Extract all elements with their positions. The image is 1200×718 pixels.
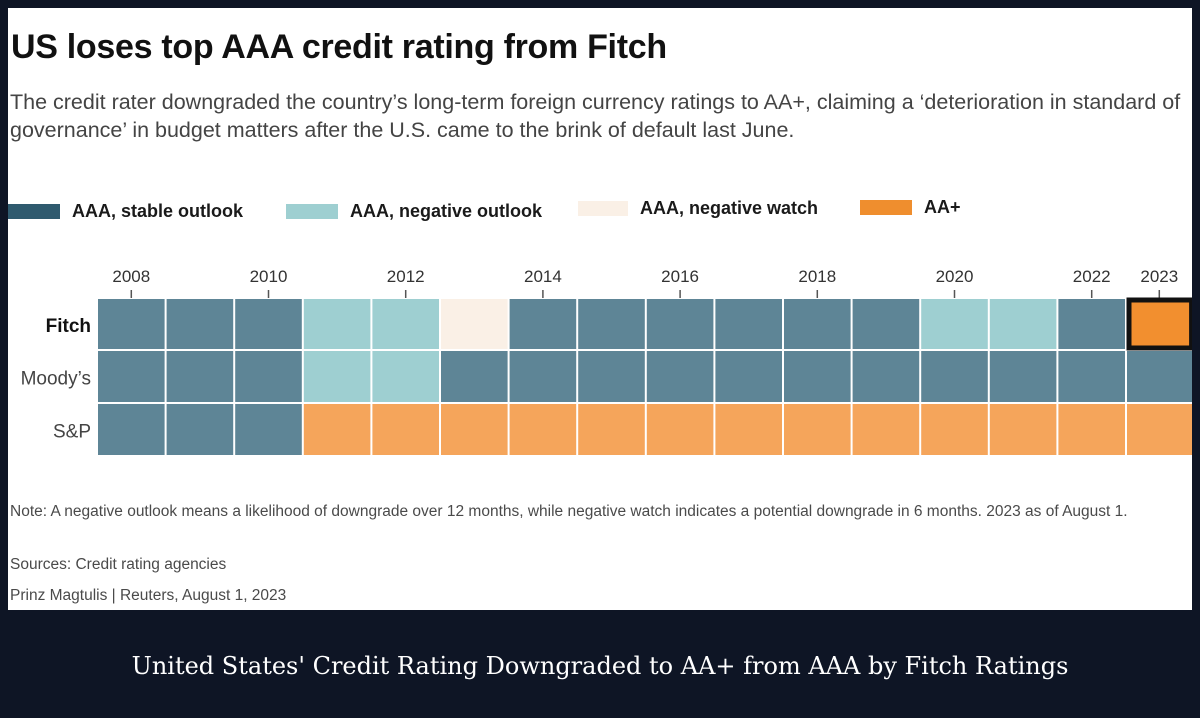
legend-swatch-negative-watch [578,201,628,216]
cell-fitch-6 [509,299,577,349]
cell-sp-14 [1058,404,1125,455]
x-tick-label-2022: 2022 [1073,267,1111,286]
cell-fitch-14 [1058,299,1125,349]
x-tick-label-2014: 2014 [524,267,562,286]
x-tick-label-2023: 2023 [1140,267,1178,286]
cell-fitch-3 [303,299,371,349]
cell-moodys-4 [372,351,439,402]
chart-card: US loses top AAA credit rating from Fitc… [8,8,1192,610]
cell-moodys-13 [989,351,1057,402]
legend-item-negative-outlook: AAA, negative outlook [286,201,542,222]
x-tick-label-2020: 2020 [936,267,974,286]
x-tick-label-2012: 2012 [387,267,425,286]
legend-item-stable: AAA, stable outlook [8,201,243,222]
cell-sp-11 [852,404,920,455]
cell-fitch-15 [1127,299,1192,349]
chart-credit: Prinz Magtulis | Reuters, August 1, 2023 [10,587,287,604]
cell-moodys-14 [1058,351,1125,402]
cell-sp-7 [578,404,645,455]
cell-fitch-0 [98,299,165,349]
cell-fitch-12 [921,299,988,349]
cell-sp-0 [98,404,165,455]
cell-moodys-8 [646,351,714,402]
cell-moodys-6 [509,351,577,402]
cell-moodys-9 [715,351,782,402]
cell-sp-1 [166,404,234,455]
cell-sp-15 [1127,404,1192,455]
row-label-moodys: Moody’s [21,369,91,390]
cell-moodys-12 [921,351,988,402]
cell-fitch-11 [852,299,920,349]
cell-moodys-10 [784,351,851,402]
legend-item-aa-plus: AA+ [860,197,961,218]
legend-label-negative-outlook: AAA, negative outlook [350,201,543,221]
highlight-box [1126,297,1192,351]
x-tick-label-2016: 2016 [661,267,699,286]
cell-sp-5 [441,404,508,455]
cell-fitch-8 [646,299,714,349]
cell-sp-9 [715,404,782,455]
cell-moodys-15 [1127,351,1192,402]
cell-moodys-0 [98,351,165,402]
cell-moodys-2 [235,351,302,402]
cell-sp-13 [989,404,1057,455]
cell-sp-8 [646,404,714,455]
x-tick-label-2008: 2008 [112,267,150,286]
cell-moodys-11 [852,351,920,402]
cell-sp-3 [303,404,371,455]
legend-swatch-negative-outlook [286,204,338,219]
cell-sp-12 [921,404,988,455]
row-label-fitch: Fitch [46,316,91,337]
legend-swatch-stable [8,204,60,219]
x-tick-label-2010: 2010 [250,267,288,286]
legend-item-negative-watch: AAA, negative watch [578,198,818,219]
cell-fitch-13 [989,299,1057,349]
cell-moodys-7 [578,351,645,402]
cell-fitch-5 [441,299,508,349]
cell-sp-4 [372,404,439,455]
cell-moodys-1 [166,351,234,402]
cell-fitch-2 [235,299,302,349]
cell-fitch-7 [578,299,645,349]
cell-sp-6 [509,404,577,455]
ratings-heatmap: 2008 2010 2012 2014 2016 2018 2020 2022 2023 Fitc… [21,267,1192,455]
cell-fitch-10 [784,299,851,349]
cell-sp-10 [784,404,851,455]
chart-subtitle: The credit rater downgraded the country’… [10,90,1181,142]
legend-label-stable: AAA, stable outlook [72,201,244,221]
row-label-sp: S&P [53,422,91,443]
cell-sp-2 [235,404,302,455]
image-caption: United States' Credit Rating Downgraded … [131,652,1069,680]
chart-note: Note: A negative outlook means a likelih… [10,503,1128,520]
cell-fitch-4 [372,299,439,349]
chart-sources: Sources: Credit rating agencies [10,556,227,573]
cell-fitch-9 [715,299,782,349]
legend-swatch-aa-plus [860,200,912,215]
legend-label-negative-watch: AAA, negative watch [640,198,819,218]
chart-title: US loses top AAA credit rating from Fitc… [11,28,667,66]
cell-fitch-1 [166,299,234,349]
x-tick-label-2018: 2018 [798,267,836,286]
cell-moodys-5 [441,351,508,402]
cell-moodys-3 [303,351,371,402]
legend-label-aa-plus: AA+ [924,197,961,217]
